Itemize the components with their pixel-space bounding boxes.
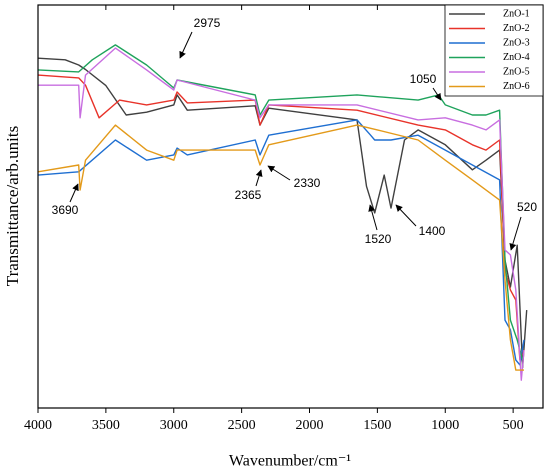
y-axis-label: Transmittance/arb.units <box>3 126 22 286</box>
legend-label: ZnO-2 <box>503 23 530 34</box>
x-tick-label: 2500 <box>228 418 256 433</box>
x-tick-label: 1500 <box>363 418 391 433</box>
annotation-arrow <box>267 165 291 181</box>
annotation: 2365 <box>235 188 262 202</box>
annotation-arrow <box>432 87 442 101</box>
x-axis-label: Wavenumber/cm⁻¹ <box>229 453 351 470</box>
x-tick-label: 3500 <box>92 418 120 433</box>
legend-label: ZnO-3 <box>503 37 530 48</box>
annotation: 2330 <box>294 176 321 190</box>
annotation-arrow <box>395 204 417 227</box>
series-line <box>37 119 525 366</box>
x-tick-label: 500 <box>503 418 524 433</box>
legend-label: ZnO-5 <box>503 66 530 77</box>
annotation: 1400 <box>419 224 446 238</box>
x-tick-label: 3000 <box>160 418 188 433</box>
annotation: 1520 <box>365 232 392 246</box>
annotation: 2975 <box>194 16 221 30</box>
series-line <box>37 74 525 361</box>
x-tick-label: 1000 <box>431 418 459 433</box>
legend-label: ZnO-4 <box>503 52 530 63</box>
legend-box <box>444 4 544 97</box>
x-tick-label: 4000 <box>24 418 52 433</box>
x-tick-label: 2000 <box>296 418 324 433</box>
annotation-arrow <box>368 204 378 231</box>
series-line <box>37 124 524 371</box>
annotation: 520 <box>517 200 537 214</box>
plot-frame <box>37 4 544 409</box>
annotation-arrow <box>69 183 79 203</box>
series-line <box>38 47 525 381</box>
annotation: 3690 <box>52 203 79 217</box>
annotation: 1050 <box>410 72 437 86</box>
legend-label: ZnO-1 <box>503 8 530 19</box>
annotation-arrow <box>179 31 193 59</box>
legend-label: ZnO-6 <box>503 81 530 92</box>
annotation-arrow <box>255 169 263 187</box>
annotation-arrow <box>509 216 522 251</box>
